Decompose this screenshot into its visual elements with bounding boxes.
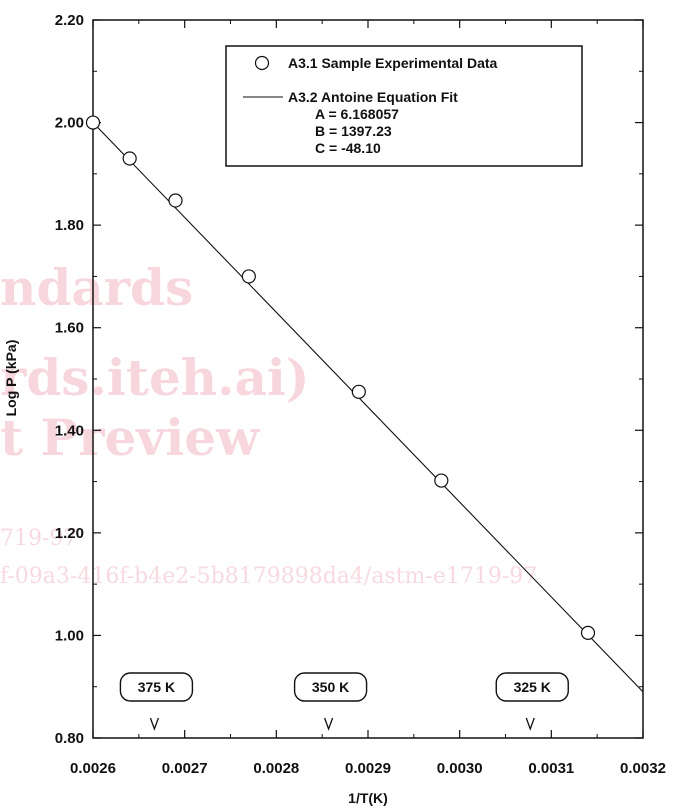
temperature-label-box: [119, 672, 194, 702]
antoine-fit-line: [92, 122, 644, 693]
arrow-down-icon: [149, 717, 160, 731]
watermark-line-3: t Preview: [0, 408, 261, 467]
temperature-label: 325 K: [514, 679, 551, 695]
temperature-marker: 325 K: [495, 672, 569, 731]
axis-ticks: [92, 19, 644, 739]
y-tick-label: 1.20: [55, 525, 84, 542]
x-tick-label: 0.0026: [70, 760, 116, 777]
y-tick-label: 2.20: [55, 12, 84, 29]
watermark-line-1: ndards: [0, 258, 193, 317]
data-point: [122, 151, 137, 166]
data-point: [580, 625, 596, 640]
watermark: ndards rds.iteh.ai) t Preview 719-97 f-0…: [0, 258, 537, 589]
legend-param-a: A = 6.168057: [315, 106, 399, 122]
data-point: [241, 269, 256, 284]
data-points-series: [85, 115, 596, 640]
y-tick-label: 1.00: [55, 627, 84, 644]
temperature-annotations: 375 K 350 K 325 K: [119, 672, 569, 731]
arrow-down-icon: [323, 717, 334, 731]
temperature-label-box: [293, 672, 368, 702]
legend-box: [225, 45, 583, 167]
y-tick-label: 2.00: [55, 115, 84, 132]
legend-entry-data: A3.1 Sample Experimental Data: [288, 55, 498, 71]
data-point: [85, 115, 101, 130]
watermark-line-4: 719-97: [0, 526, 77, 551]
data-point: [168, 193, 183, 208]
legend-param-c: C = -48.10: [315, 140, 381, 156]
x-tick-labels: 0.0026 0.0027 0.0028 0.0029 0.0030 0.0031 0.00…: [70, 760, 666, 777]
y-axis-title: Log P (kPa): [3, 340, 19, 417]
legend: A3.1 Sample Experimental Data A3.2 Antoi…: [225, 45, 583, 167]
data-point: [351, 384, 366, 399]
temperature-label: 375 K: [138, 679, 175, 695]
watermark-line-5: f-09a3-416f-b4e2-5b8179898da4/astm-e1719…: [0, 564, 537, 589]
temperature-marker: 375 K: [119, 672, 194, 731]
temperature-marker: 350 K: [293, 672, 368, 731]
data-point: [434, 473, 449, 488]
arrow-down-icon: [525, 717, 535, 731]
x-tick-label: 0.0027: [162, 760, 208, 777]
y-tick-label: 1.80: [55, 217, 84, 234]
x-tick-label: 0.0032: [620, 760, 666, 777]
x-axis-title: 1/T(K): [348, 790, 388, 806]
x-tick-label: 0.0028: [253, 760, 299, 777]
legend-param-b: B = 1397.23: [315, 123, 392, 139]
legend-circle-marker-icon: [254, 55, 270, 71]
x-tick-label: 0.0030: [437, 760, 483, 777]
temperature-label: 350 K: [312, 679, 349, 695]
y-tick-label: 1.60: [55, 320, 84, 337]
fit-line-series: [92, 122, 644, 693]
y-tick-label: 0.80: [55, 730, 84, 747]
y-tick-label: 1.40: [55, 422, 84, 439]
x-tick-label: 0.0031: [528, 760, 574, 777]
x-tick-label: 0.0029: [345, 760, 391, 777]
temperature-label-box: [495, 672, 569, 702]
y-tick-labels: 0.80 1.00 1.20 1.40 1.60 1.80 2.00 2.20: [55, 12, 84, 747]
legend-entry-fit: A3.2 Antoine Equation Fit: [288, 89, 458, 105]
watermark-line-2: rds.iteh.ai): [0, 348, 310, 407]
